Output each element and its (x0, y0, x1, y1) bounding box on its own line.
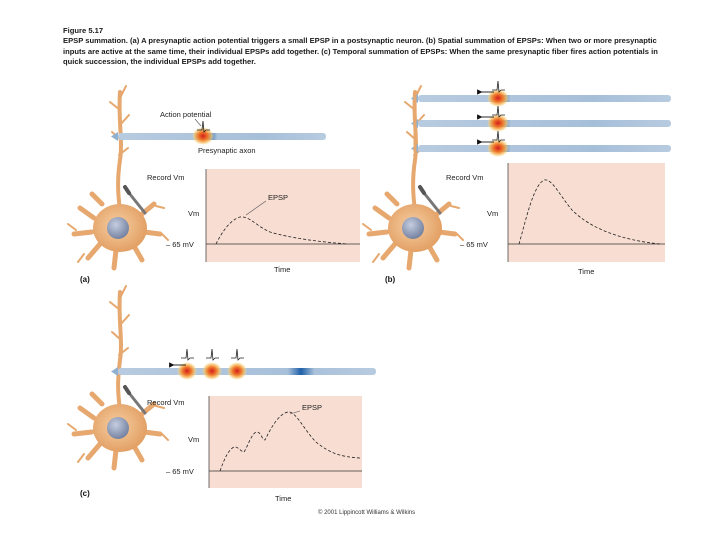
caption-text: EPSP summation. (a) A presynaptic action… (63, 36, 658, 67)
time-label-b: Time (578, 267, 594, 276)
panel-c: Record Vm EPSP Vm – 65 mV Time (c) (68, 286, 376, 503)
epsp-label-c: EPSP (302, 403, 322, 412)
panel-letter-a: (a) (80, 275, 90, 284)
time-label-a: Time (274, 265, 290, 274)
rest-label-b: – 65 mV (460, 240, 488, 249)
vm-label-c: Vm (188, 435, 199, 444)
plot-c (209, 396, 362, 488)
panel-letter-b: (b) (385, 275, 396, 284)
spike-icon (196, 120, 211, 133)
record-label-b: Record Vm (446, 173, 484, 182)
rest-label-c: – 65 mV (166, 467, 194, 476)
plot-b (508, 163, 665, 262)
presynaptic-axon-c (118, 368, 376, 375)
epsp-trace-c (219, 411, 361, 472)
plot-a (206, 169, 360, 262)
presynaptic-axon-b2 (418, 120, 671, 127)
record-label-a: Record Vm (147, 173, 185, 182)
copyright-notice: © 2001 Lippincott Williams & Wilkins (318, 509, 415, 516)
rest-label-a: – 65 mV (166, 240, 194, 249)
figure-label: Figure 5.17 (63, 26, 104, 35)
epsp-label-a: EPSP (268, 193, 288, 202)
panel-b: Record Vm Vm – 65 mV Time (b) (363, 80, 671, 284)
epsp-trace-b (518, 179, 661, 245)
postsynaptic-neuron-c (68, 286, 168, 468)
presynaptic-axon-label: Presynaptic axon (198, 146, 256, 155)
presynaptic-axon-b1 (418, 95, 671, 102)
vm-label-a: Vm (188, 209, 199, 218)
time-label-c: Time (275, 494, 291, 503)
figure-caption: Figure 5.17 EPSP summation. (a) A presyn… (63, 26, 673, 68)
epsp-trace-a (215, 216, 349, 245)
action-potential-label: Action potential (160, 110, 212, 119)
action-potential-hotspot-a (192, 127, 214, 145)
presynaptic-axon-a (118, 133, 326, 140)
panel-a: Action potential Presynaptic axon Record… (68, 86, 360, 284)
presynaptic-axon-b3 (418, 145, 671, 152)
vm-label-b: Vm (487, 209, 498, 218)
record-label-c: Record Vm (147, 398, 185, 407)
panel-letter-c: (c) (80, 489, 90, 498)
